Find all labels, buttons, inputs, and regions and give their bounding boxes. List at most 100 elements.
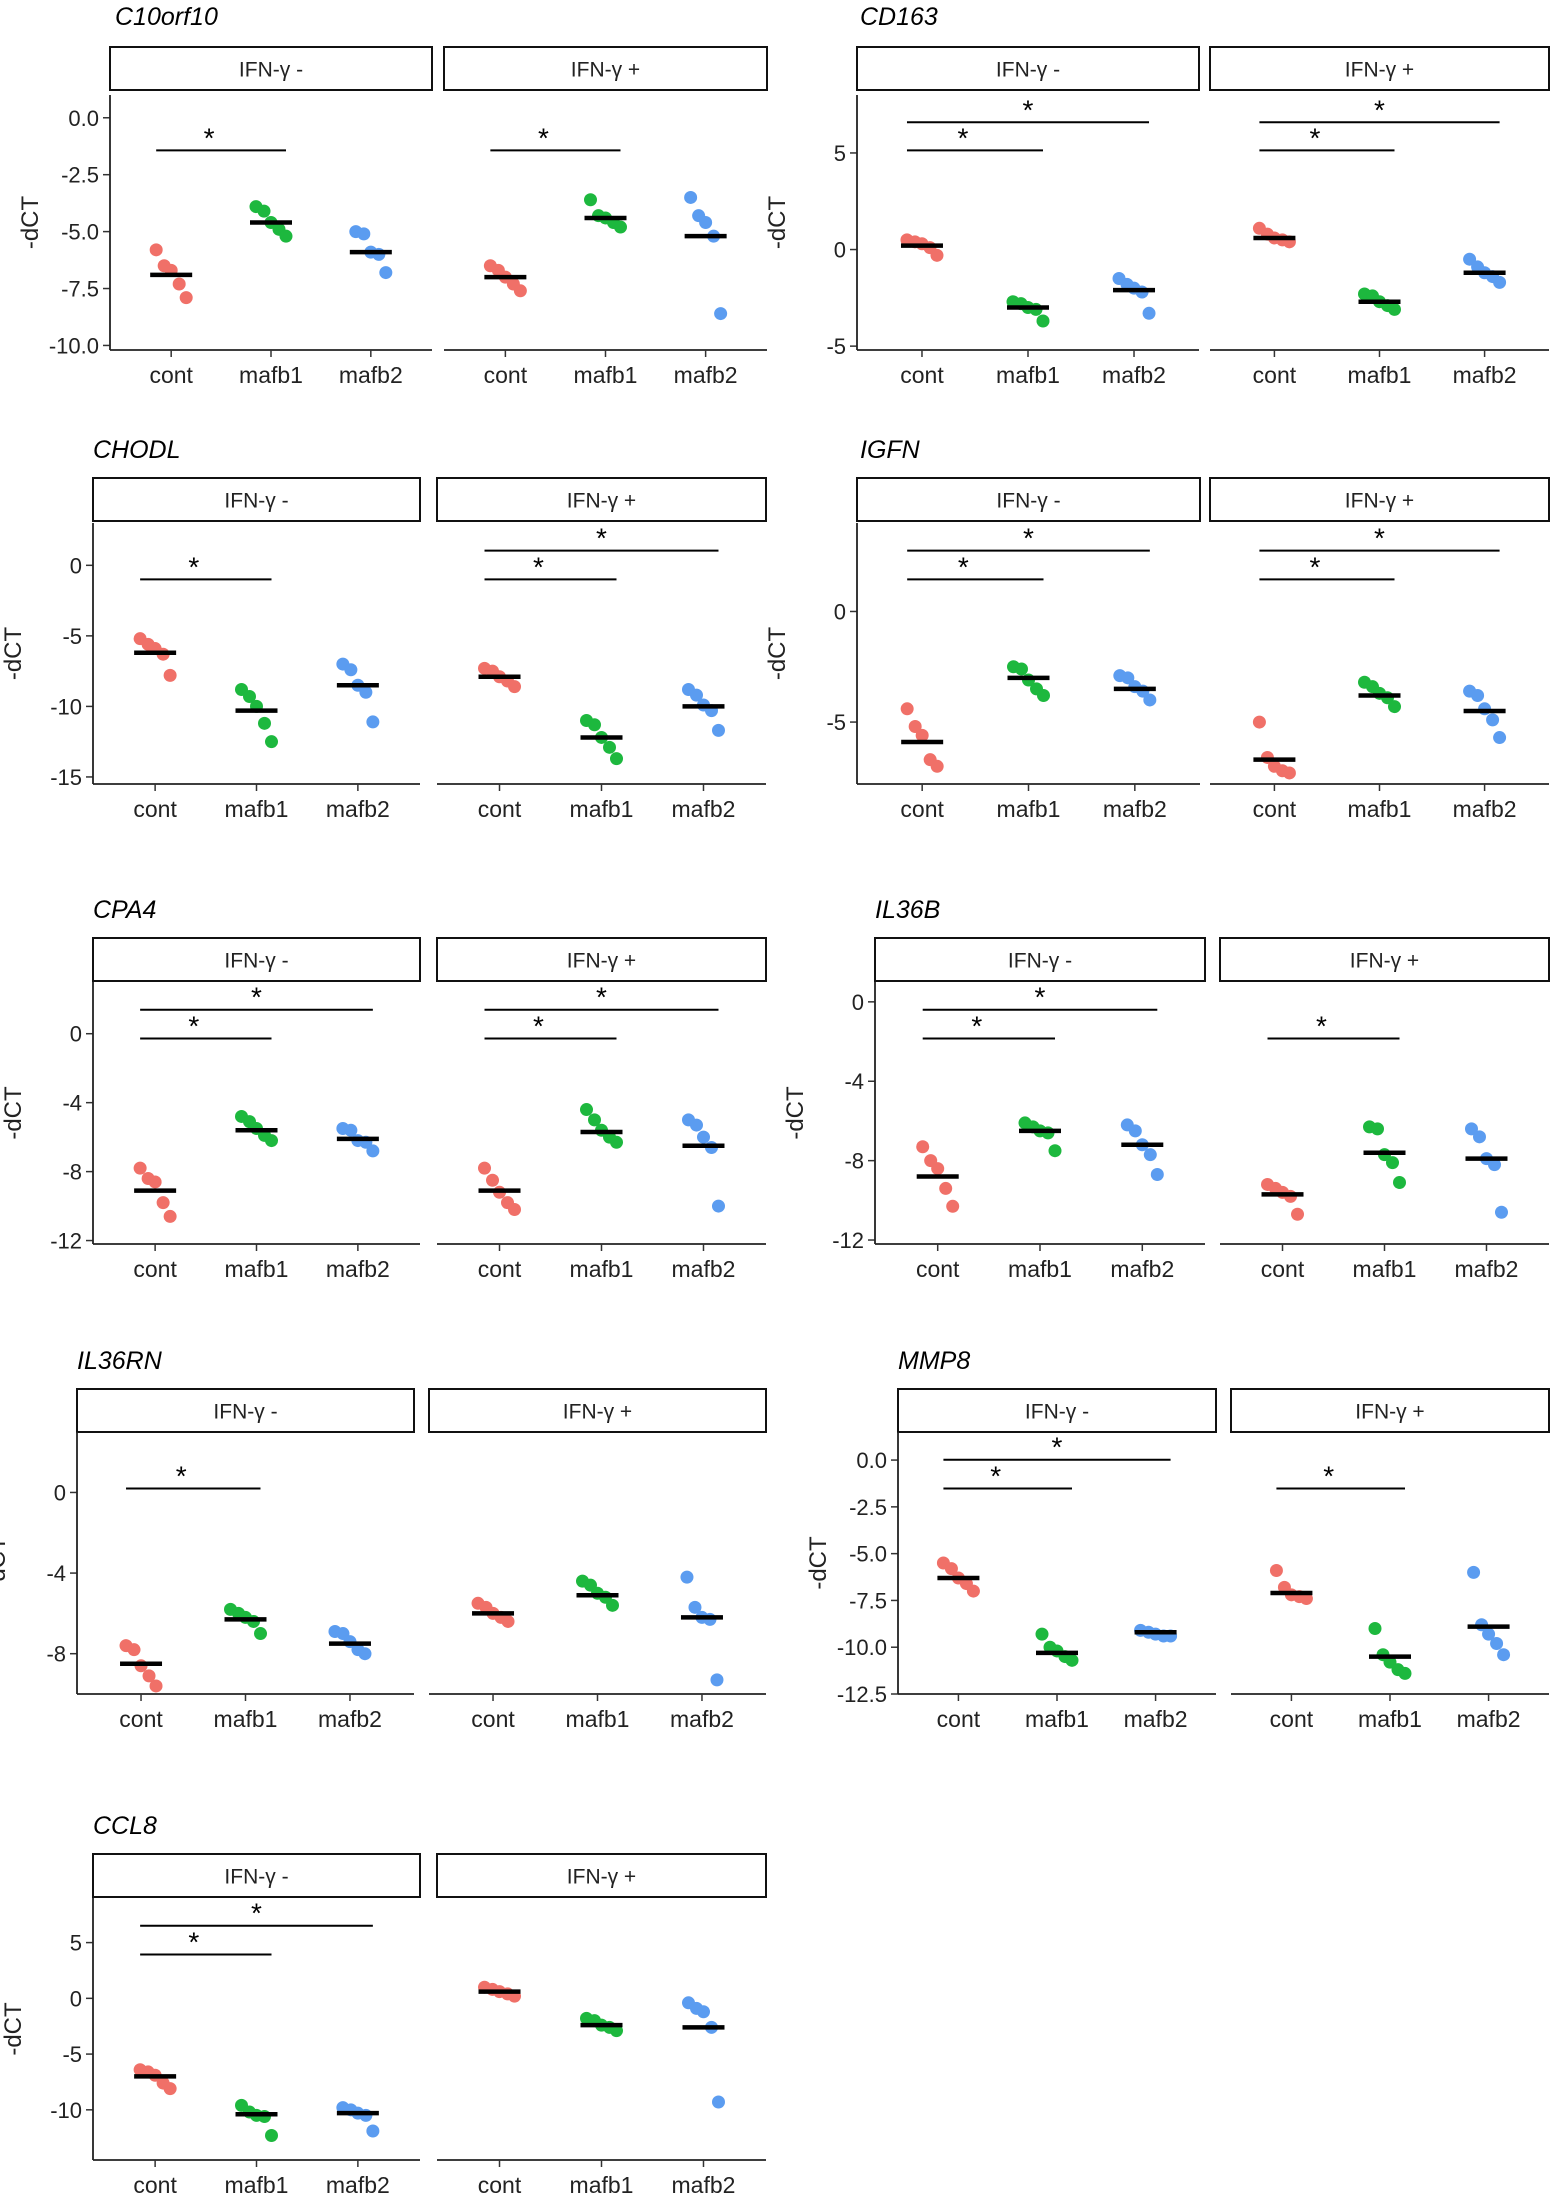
data-point-mafb1	[265, 1134, 278, 1148]
gene-title: IL36RN	[77, 1347, 163, 1375]
y-tick-label: -5.0	[61, 220, 99, 245]
x-tick-label: mafb2	[1453, 362, 1517, 388]
y-tick-label: 0	[70, 1986, 82, 2011]
facet-strip	[1209, 46, 1550, 91]
facet-strip	[874, 937, 1206, 982]
facet-label: IFN-γ -	[213, 1401, 277, 1424]
facet-strip	[1230, 1388, 1550, 1433]
data-point-mafb1	[1386, 1156, 1399, 1170]
y-axis-label: -dCT	[0, 2002, 27, 2056]
x-tick-label: mafb2	[1110, 1256, 1174, 1282]
panel-ifn-neg: IFN-γ - cont mafb1 mafb2 * *	[92, 1853, 421, 2198]
panel-ifn-neg: IFN-γ - cont mafb1 mafb2 *	[76, 1388, 415, 1732]
data-point-cont	[149, 1679, 163, 1693]
x-tick-label: cont	[916, 1256, 960, 1282]
x-tick-label: cont	[1253, 796, 1297, 822]
data-point-mafb2	[1490, 1636, 1504, 1650]
significance-star: *	[1023, 94, 1034, 125]
data-point-mafb2	[710, 1673, 724, 1687]
data-point-mafb1	[584, 193, 597, 207]
facet-strip	[897, 1388, 1217, 1433]
panel-ifn-pos: IFN-γ + cont mafb1 mafb2 * *	[1209, 46, 1550, 388]
data-point-cont	[149, 243, 163, 257]
facet-label: IFN-γ -	[224, 950, 288, 973]
data-point-mafb1	[606, 1598, 619, 1612]
data-point-mafb1	[1037, 689, 1050, 703]
data-point-cont	[486, 1173, 500, 1187]
data-point-mafb1	[1371, 1122, 1384, 1136]
significance-star: *	[1310, 122, 1321, 153]
facet-label: IFN-γ +	[1345, 490, 1414, 513]
data-point-mafb2	[372, 247, 386, 261]
data-point-cont	[1269, 1563, 1283, 1577]
x-tick-label: mafb2	[326, 796, 390, 822]
significance-star: *	[958, 551, 969, 582]
data-point-mafb2	[680, 1570, 694, 1584]
significance-star: *	[188, 1927, 199, 1958]
panel-ifn-neg: IFN-γ - cont mafb1 mafb2 * *	[897, 1388, 1217, 1732]
facet-label: IFN-γ +	[567, 950, 636, 973]
y-tick-label: -15	[50, 765, 82, 790]
facet-strip	[92, 477, 421, 522]
y-axis-label: -dCT	[782, 1086, 809, 1140]
y-axis-label: -dCT	[0, 627, 27, 681]
facet-strip	[92, 937, 421, 982]
significance-star: *	[1323, 1461, 1334, 1492]
significance-star: *	[538, 122, 549, 153]
gene-plot-il36b: IL36B -dCT 0 -4 -8 -12 IFN-γ - cont mafb1 mafb2 * *…	[782, 896, 1550, 1282]
x-tick-label: mafb1	[1025, 1706, 1089, 1732]
panel-ifn-neg: IFN-γ - cont mafb1 mafb2 *	[92, 477, 421, 822]
panel-ifn-neg: IFN-γ - cont mafb1 mafb2 * *	[856, 477, 1201, 822]
significance-star: *	[533, 551, 544, 582]
data-point-mafb2	[366, 2124, 380, 2138]
x-tick-label: mafb2	[1102, 362, 1166, 388]
gene-plot-c10orf10: C10orf10 -dCT 0.0 -2.5 -5.0 -7.5 -10.0 IFN-γ - c…	[17, 3, 768, 388]
data-point-mafb2	[357, 227, 371, 241]
facet-label: IFN-γ +	[571, 59, 640, 82]
x-tick-label: cont	[478, 1256, 522, 1282]
x-tick-label: mafb2	[1453, 796, 1517, 822]
y-tick-label: -4	[62, 1091, 82, 1116]
data-point-mafb2	[366, 715, 380, 729]
significance-star: *	[958, 122, 969, 153]
y-tick-label: 0	[834, 238, 846, 263]
data-point-mafb1	[1398, 1666, 1412, 1680]
data-point-mafb2	[379, 266, 393, 280]
y-tick-label: -10.0	[837, 1635, 887, 1660]
data-point-cont	[1282, 766, 1296, 780]
facet-label: IFN-γ -	[1008, 950, 1072, 973]
data-point-cont	[946, 1199, 960, 1213]
data-point-cont	[127, 1643, 141, 1657]
data-point-mafb2	[1487, 1158, 1501, 1172]
y-tick-label: 0.0	[68, 106, 99, 131]
data-point-mafb2	[1150, 1168, 1164, 1182]
y-tick-label: -10	[50, 694, 82, 719]
x-tick-label: cont	[900, 796, 944, 822]
y-tick-label: -4	[46, 1561, 66, 1586]
data-point-mafb2	[359, 685, 373, 699]
data-point-cont	[508, 1203, 522, 1217]
data-point-mafb1	[610, 752, 623, 766]
facet-label: IFN-γ +	[567, 490, 636, 513]
data-point-cont	[142, 1669, 156, 1683]
data-point-cont	[156, 1196, 170, 1210]
y-tick-label: -5	[62, 2042, 82, 2067]
data-point-mafb1	[603, 740, 616, 754]
facet-strip	[109, 46, 433, 91]
y-tick-label: 0.0	[856, 1448, 887, 1473]
data-point-mafb1	[588, 1113, 601, 1127]
x-tick-label: cont	[900, 362, 944, 388]
x-tick-label: cont	[133, 1256, 177, 1282]
y-tick-label: -5	[62, 624, 82, 649]
data-point-cont	[513, 284, 527, 298]
facet-strip	[76, 1388, 415, 1433]
data-point-mafb1	[257, 204, 271, 218]
x-tick-label: mafb1	[1358, 1706, 1422, 1732]
gene-title: C10orf10	[115, 3, 218, 31]
gene-title: IL36B	[875, 896, 940, 924]
gene-title: CHODL	[93, 436, 181, 464]
facet-label: IFN-γ -	[224, 490, 288, 513]
y-axis-label: -dCT	[0, 1086, 27, 1140]
